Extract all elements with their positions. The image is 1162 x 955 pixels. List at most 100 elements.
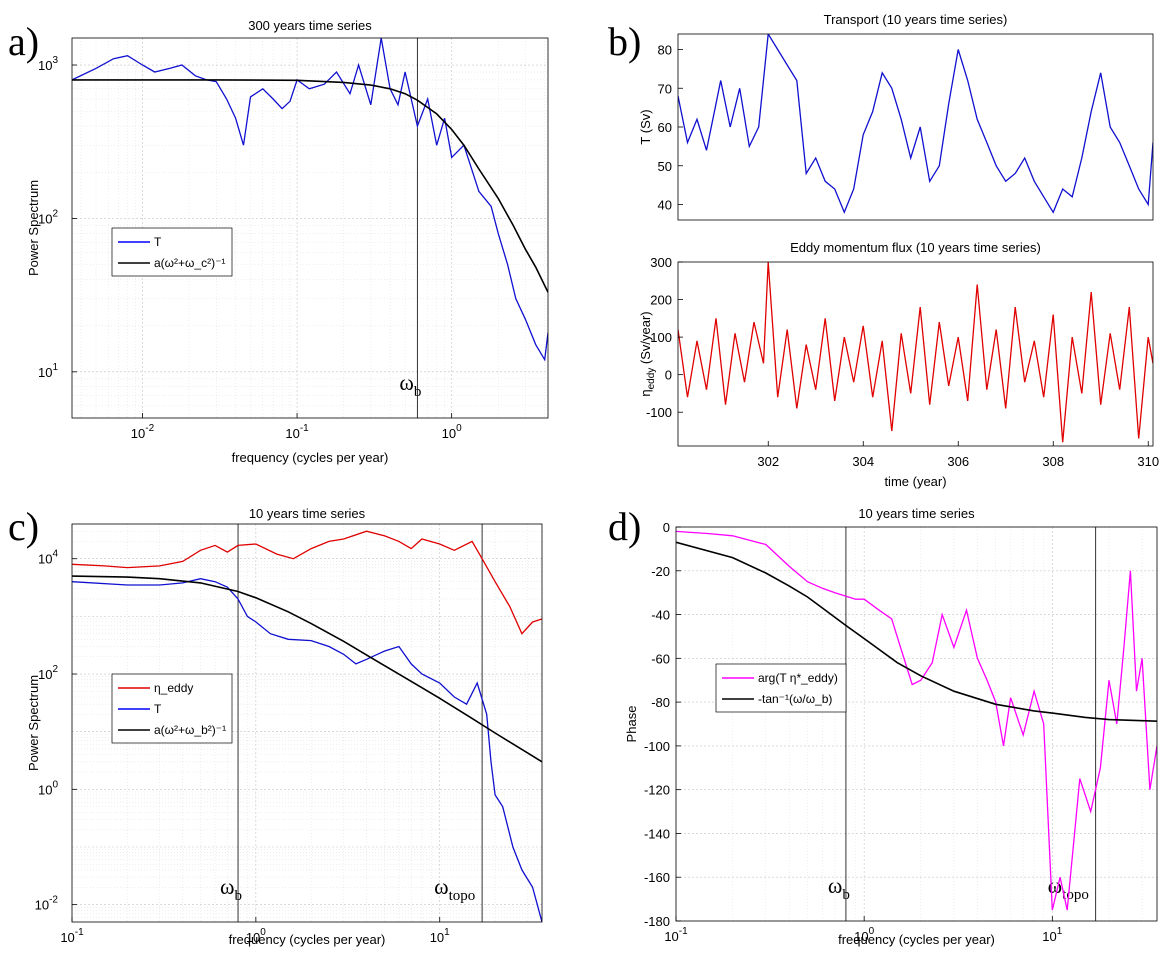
panel-label: b) bbox=[608, 19, 641, 64]
panel-label: d) bbox=[608, 504, 641, 549]
y-tick-label: 102 bbox=[38, 208, 58, 226]
chart-title: 10 years time series bbox=[249, 506, 366, 521]
y-tick-label: -160 bbox=[644, 870, 670, 885]
y-tick-label: -100 bbox=[646, 405, 672, 420]
series-line bbox=[72, 575, 542, 763]
x-tick-label: 10-2 bbox=[131, 423, 155, 441]
y-tick-label: 0 bbox=[663, 520, 670, 535]
legend: arg(T η*_eddy) -tan⁻¹(ω/ω_b) bbox=[715, 663, 847, 713]
y-axis-label: T (Sv) bbox=[638, 109, 653, 144]
x-tick-label: 10-1 bbox=[60, 927, 84, 945]
y-tick-label: 102 bbox=[38, 664, 58, 682]
legend-entry: a(ω²+ω_b²)⁻¹ bbox=[154, 723, 226, 737]
y-tick-label: -140 bbox=[644, 826, 670, 841]
x-tick-label: 304 bbox=[852, 454, 874, 469]
panel-b2: Eddy momentum flux (10 years time series… bbox=[638, 240, 1159, 489]
y-tick-label: -80 bbox=[651, 695, 670, 710]
y-tick-exp: 4 bbox=[52, 549, 58, 560]
series-line bbox=[72, 79, 548, 293]
marker-label-sub: topo bbox=[1062, 887, 1089, 903]
series-line bbox=[72, 38, 548, 362]
grid bbox=[675, 526, 1157, 922]
x-axis-label: frequency (cycles per year) bbox=[232, 450, 389, 465]
legend-entry: T bbox=[154, 235, 162, 249]
x-tick-exp: -2 bbox=[145, 423, 154, 434]
y-axis-label-unit: (Sv/year) bbox=[638, 311, 653, 367]
series-line bbox=[676, 530, 1157, 911]
panel-label: a) bbox=[8, 19, 39, 64]
legend: Ta(ω²+ω_c²)⁻¹ bbox=[111, 227, 233, 277]
chart-title: 10 years time series bbox=[858, 506, 975, 521]
y-tick-exp: 2 bbox=[52, 664, 58, 675]
panel-b1: b) Transport (10 years time series) 40 50 60… bbox=[608, 12, 1154, 221]
grid bbox=[71, 523, 542, 923]
y-tick-label: 100 bbox=[38, 779, 58, 797]
y-tick-label: 200 bbox=[650, 293, 672, 308]
y-tick-label: 40 bbox=[658, 198, 672, 213]
x-tick-label: 306 bbox=[947, 454, 969, 469]
series-line bbox=[676, 541, 1157, 722]
x-tick-label: 101 bbox=[430, 927, 450, 945]
series-line bbox=[72, 578, 542, 922]
y-tick-exp: 3 bbox=[52, 55, 58, 66]
y-tick-label: -20 bbox=[651, 564, 670, 579]
plot-frame bbox=[675, 526, 1158, 922]
y-tick-label: 103 bbox=[38, 55, 58, 73]
y-axis-label: ηeddy (Sv/year) bbox=[638, 311, 657, 396]
plot-frame bbox=[677, 33, 1154, 221]
y-tick-exp: -2 bbox=[49, 895, 58, 906]
legend-entry: η_eddy bbox=[154, 681, 193, 695]
x-tick-label: 302 bbox=[757, 454, 779, 469]
y-tick-exp: 1 bbox=[52, 362, 58, 373]
x-tick-exp: -1 bbox=[75, 927, 84, 938]
y-axis-label: Power Spectrum bbox=[26, 180, 41, 276]
y-tick-label: -180 bbox=[644, 914, 670, 929]
x-tick-exp: 1 bbox=[1057, 926, 1063, 937]
chart-title: Eddy momentum flux (10 years time series… bbox=[790, 240, 1041, 255]
y-tick-label: 80 bbox=[658, 43, 672, 58]
series-line bbox=[678, 262, 1153, 443]
panel-c: c) 10 years time series ωb ωtopo 10-1 100 101 1… bbox=[8, 504, 543, 947]
x-tick-exp: -1 bbox=[679, 926, 688, 937]
y-axis-label-sub: eddy bbox=[646, 368, 657, 390]
x-tick-exp: 0 bbox=[869, 926, 875, 937]
y-tick-label: -40 bbox=[651, 608, 670, 623]
series-line bbox=[678, 34, 1153, 215]
marker-label: ωb bbox=[220, 874, 242, 904]
y-tick-label: 0 bbox=[665, 368, 672, 383]
legend-entry: a(ω²+ω_c²)⁻¹ bbox=[154, 256, 225, 270]
plot-frame bbox=[71, 37, 549, 419]
series-line bbox=[72, 530, 542, 635]
plot-frame bbox=[71, 523, 543, 923]
y-tick-label: 100 bbox=[650, 330, 672, 345]
y-tick-exp: 0 bbox=[52, 779, 58, 790]
y-tick-label: 60 bbox=[658, 120, 672, 135]
x-tick-exp: 0 bbox=[456, 423, 462, 434]
marker-label: ωtopo bbox=[434, 874, 475, 904]
y-tick-label: -120 bbox=[644, 783, 670, 798]
x-tick-label: 10-1 bbox=[285, 423, 309, 441]
y-tick-label: -60 bbox=[651, 651, 670, 666]
x-axis-label: frequency (cycles per year) bbox=[229, 932, 386, 947]
legend: η_eddy Ta(ω²+ω_b²)⁻¹ bbox=[111, 673, 233, 744]
marker-label-sub: b bbox=[414, 384, 422, 400]
x-tick-label: 310 bbox=[1137, 454, 1159, 469]
marker-label: ωb bbox=[828, 873, 850, 903]
y-axis-label: Power Spectrum bbox=[26, 675, 41, 771]
x-axis-label: frequency (cycles per year) bbox=[838, 932, 995, 947]
panel-label: c) bbox=[8, 504, 39, 549]
legend-entry: -tan⁻¹(ω/ω_b) bbox=[758, 692, 832, 706]
x-tick-label: 100 bbox=[442, 423, 462, 441]
legend-entry: arg(T η*_eddy) bbox=[758, 671, 838, 685]
y-tick-label: 101 bbox=[38, 362, 58, 380]
y-tick-label: 10-2 bbox=[35, 895, 59, 913]
x-tick-label: 101 bbox=[1042, 926, 1062, 944]
plot-frame bbox=[677, 261, 1154, 447]
marker-label-sub: topo bbox=[449, 888, 476, 904]
y-tick-label: 50 bbox=[658, 159, 672, 174]
y-tick-label: 70 bbox=[658, 81, 672, 96]
chart-title: Transport (10 years time series) bbox=[824, 12, 1008, 27]
marker-label-sub: b bbox=[842, 887, 850, 903]
